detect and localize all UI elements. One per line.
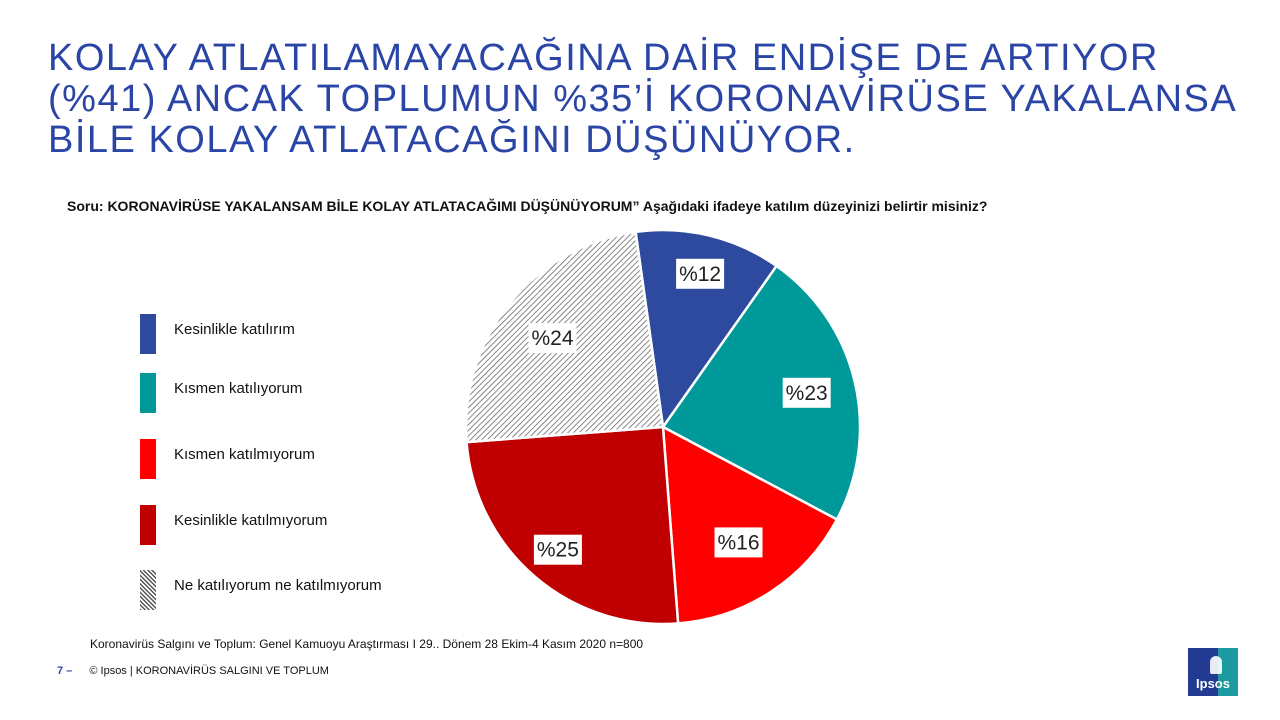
data-label-neutral: %24 [531, 327, 573, 350]
legend-label: Kısmen katılmıyorum [174, 446, 315, 463]
data-label-box [533, 534, 582, 565]
logo-text: Ipsos [1196, 676, 1230, 691]
legend-swatch [140, 314, 156, 354]
data-label-box [714, 527, 763, 558]
data-label-box [528, 323, 577, 354]
page-number: 7 – [57, 665, 73, 677]
data-label-strongly-agree: %12 [679, 263, 721, 286]
footer-text: © Ipsos | KORONAVİRÜS SALGINI VE TOPLUM [89, 665, 329, 677]
legend-label: Kesinlikle katılırım [174, 321, 295, 338]
pie-slice-partly-agree [661, 264, 862, 522]
ipsos-logo: Ipsos [1188, 648, 1238, 696]
data-label-partly-agree: %23 [786, 382, 828, 405]
pie-slice-strongly-agree [634, 228, 779, 431]
title-line-3: BİLE KOLAY ATLATACAĞINI DÜŞÜNÜYOR. [48, 119, 856, 161]
legend-item-partly-disagree: Kısmen katılmıyorum [140, 439, 520, 479]
data-label-box [676, 258, 725, 289]
legend-item-partly-agree: Kısmen katılıyorum [140, 373, 520, 413]
legend-label: Kısmen katılıyorum [174, 380, 303, 397]
legend-item-neutral: Ne katılıyorum ne katılmıyorum [140, 570, 520, 610]
data-label-strongly-disagree: %25 [537, 539, 579, 562]
legend-swatch [140, 439, 156, 479]
legend-label: Kesinlikle katılmıyorum [174, 512, 328, 529]
source-note: Koronavirüs Salgını ve Toplum: Genel Kam… [90, 637, 644, 651]
legend-label: Ne katılıyorum ne katılmıyorum [174, 577, 382, 594]
pie-chart: %12 %23 %16 %25 %24 [464, 228, 862, 626]
page-title: KOLAY ATLATILAMAYACAĞINA DAİR ENDİŞE DE … [48, 38, 1248, 161]
survey-question: Soru: KORONAVİRÜSE YAKALANSAM BİLE KOLAY… [67, 198, 988, 214]
legend-item-strongly-disagree: Kesinlikle katılmıyorum [140, 505, 520, 545]
data-label-box [782, 377, 831, 408]
footer: 7 – © Ipsos | KORONAVİRÜS SALGINI VE TOP… [57, 665, 329, 677]
title-line-2: (%41) ANCAK TOPLUMUN %35’İ KORONAVİRÜSE … [48, 78, 1238, 120]
legend-swatch [140, 505, 156, 545]
legend-swatch [140, 373, 156, 413]
pie-slice-partly-disagree [661, 424, 839, 625]
data-label-partly-disagree: %16 [717, 531, 759, 554]
pie-slice-strongly-disagree [465, 425, 680, 626]
title-line-1: KOLAY ATLATILAMAYACAĞINA DAİR ENDİŞE DE … [48, 37, 1159, 79]
legend-swatch [140, 570, 156, 610]
legend-item-strongly-agree: Kesinlikle katılırım [140, 314, 520, 354]
